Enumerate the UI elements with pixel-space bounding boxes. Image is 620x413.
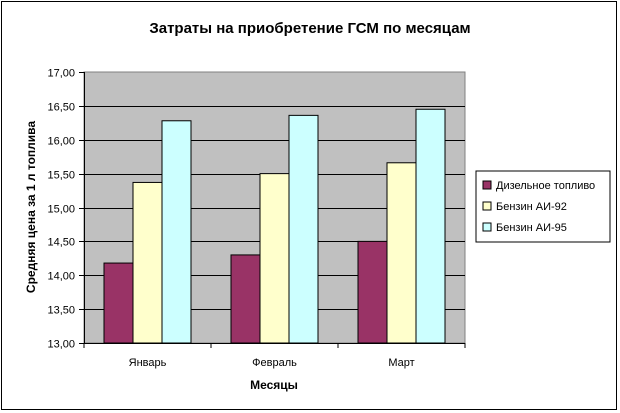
y-tick-label: 17,00 — [47, 68, 75, 80]
axes — [79, 72, 466, 348]
bar-2-2 — [259, 173, 290, 344]
bar-1-2 — [230, 254, 261, 344]
chart-title: Затраты на приобретение ГСМ по месяцам — [149, 20, 470, 37]
x-tick-labels: Январь Февраль Март — [129, 357, 415, 369]
bar-3-3 — [415, 108, 446, 344]
y-axis-title: Средняя цена за 1 л топлива — [24, 121, 38, 293]
y-tick-label: 15,50 — [47, 170, 75, 182]
bar-3-2 — [288, 114, 319, 344]
legend-box — [475, 170, 611, 243]
y-tick-label: 14,50 — [47, 237, 75, 249]
y-tick-label: 15,00 — [47, 204, 75, 216]
y-tick-label: 16,50 — [47, 102, 75, 114]
y-tick-label: 16,00 — [47, 136, 75, 148]
bar-3-1 — [161, 120, 192, 344]
x-tick-label: Февраль — [252, 357, 297, 369]
y-tick-labels: 13,00 13,50 14,00 14,50 15,00 15,50 16,00 16,50… — [47, 68, 75, 351]
bar-1-3 — [357, 240, 388, 344]
bar-2-3 — [386, 162, 417, 344]
legend-label: Дизельное топливо — [496, 180, 595, 192]
legend-swatch — [482, 201, 492, 211]
bars — [103, 108, 446, 344]
y-tick-label: 14,00 — [47, 271, 75, 283]
legend-swatch — [482, 180, 492, 190]
legend: Дизельное топливо Бензин АИ-92 Бензин АИ-9… — [475, 170, 611, 243]
legend-label: Бензин АИ-95 — [496, 222, 567, 234]
legend-swatch — [482, 222, 492, 232]
y-tick-label: 13,50 — [47, 305, 75, 317]
x-axis-title: Месяцы — [250, 378, 298, 392]
bar-2-1 — [132, 181, 163, 344]
legend-label: Бензин АИ-92 — [496, 201, 567, 213]
bar-1-1 — [103, 262, 134, 344]
y-tick-label: 13,00 — [47, 339, 75, 351]
x-tick-label: Январь — [129, 357, 167, 369]
x-tick-label: Март — [388, 357, 414, 369]
